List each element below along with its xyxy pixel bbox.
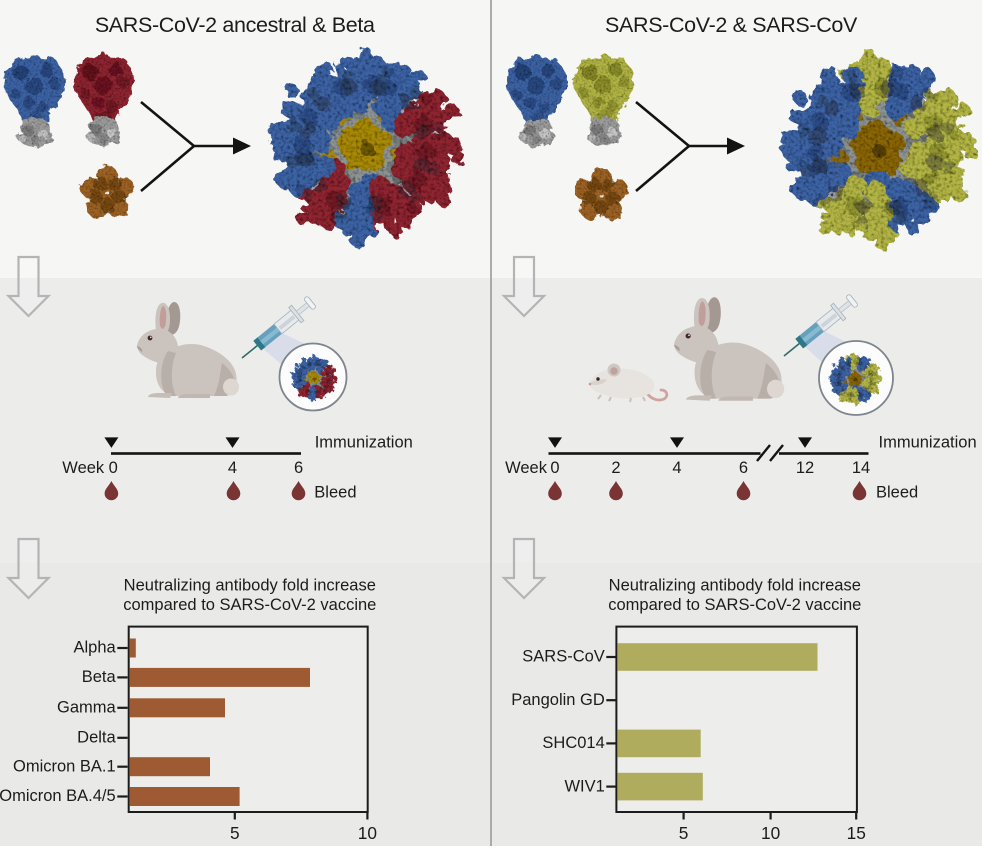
svg-text:Immunization: Immunization <box>879 434 977 452</box>
svg-text:0: 0 <box>550 459 559 477</box>
svg-text:WIV1: WIV1 <box>564 777 604 795</box>
svg-text:compared to SARS-CoV-2 vaccine: compared to SARS-CoV-2 vaccine <box>123 596 376 614</box>
svg-text:10: 10 <box>358 823 377 843</box>
svg-text:Week: Week <box>505 459 548 477</box>
svg-text:compared to SARS-CoV-2 vaccine: compared to SARS-CoV-2 vaccine <box>608 596 861 614</box>
svg-text:5: 5 <box>230 823 240 843</box>
svg-text:SHC014: SHC014 <box>542 734 604 752</box>
svg-text:0: 0 <box>109 459 118 477</box>
svg-text:SARS-CoV-2 & SARS-CoV: SARS-CoV-2 & SARS-CoV <box>605 13 858 37</box>
svg-text:Beta: Beta <box>82 668 117 686</box>
svg-text:Delta: Delta <box>77 729 116 747</box>
svg-text:6: 6 <box>739 459 748 477</box>
svg-text:Neutralizing antibody fold inc: Neutralizing antibody fold increase <box>124 576 376 594</box>
svg-text:Alpha: Alpha <box>73 639 116 657</box>
svg-text:Omicron BA.4/5: Omicron BA.4/5 <box>0 787 116 805</box>
svg-text:Bleed: Bleed <box>314 483 356 501</box>
svg-text:4: 4 <box>228 459 237 477</box>
svg-text:15: 15 <box>847 823 866 843</box>
svg-text:5: 5 <box>679 823 689 843</box>
svg-text:Bleed: Bleed <box>876 483 918 501</box>
svg-text:12: 12 <box>796 459 814 477</box>
svg-text:Pangolin GD: Pangolin GD <box>511 691 605 709</box>
svg-text:Gamma: Gamma <box>57 699 117 717</box>
svg-text:6: 6 <box>294 459 303 477</box>
svg-text:4: 4 <box>672 459 681 477</box>
svg-text:2: 2 <box>611 459 620 477</box>
svg-text:SARS-CoV: SARS-CoV <box>522 648 605 666</box>
svg-text:Neutralizing antibody fold inc: Neutralizing antibody fold increase <box>609 576 861 594</box>
svg-text:SARS-CoV-2 ancestral & Beta: SARS-CoV-2 ancestral & Beta <box>95 13 375 37</box>
svg-text:14: 14 <box>852 459 870 477</box>
svg-text:Week: Week <box>62 459 105 477</box>
svg-text:10: 10 <box>761 823 780 843</box>
svg-text:Omicron BA.1: Omicron BA.1 <box>13 757 116 775</box>
svg-text:Immunization: Immunization <box>315 434 413 452</box>
